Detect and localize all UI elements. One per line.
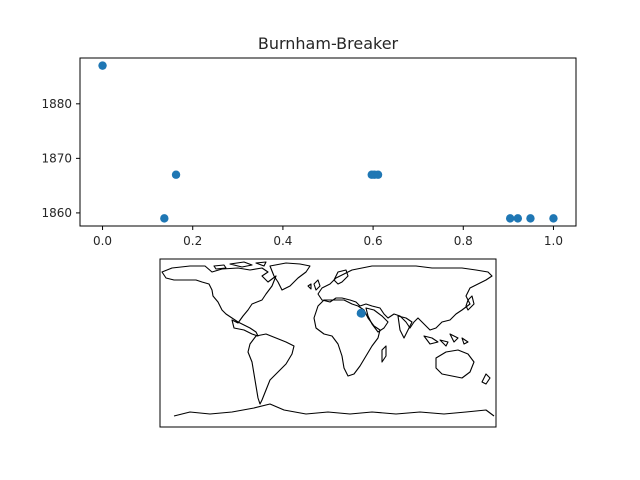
coastline-greenland [269, 262, 311, 291]
x-tick-label: 0.8 [454, 234, 473, 248]
scatter-point [171, 170, 181, 179]
map-coastlines [161, 261, 495, 417]
x-tick-label: 1.0 [544, 234, 563, 248]
scatter-chart: Burnham-Breaker 0.0 0.2 0.4 0.6 0.8 1.0 1860 18… [41, 34, 577, 248]
x-tick-label: 0.6 [364, 234, 383, 248]
scatter-point [526, 214, 535, 223]
coastline-north-america [161, 265, 277, 337]
map-point [357, 309, 366, 318]
scatter-ticks: 0.0 0.2 0.4 0.6 0.8 1.0 1860 1870 1880 [41, 97, 563, 248]
coastline-eurasia [317, 265, 493, 331]
coastline-japan [465, 295, 475, 311]
coastline-arctic-islands [213, 261, 267, 270]
map-points [356, 308, 366, 318]
x-tick-label: 0.2 [183, 234, 202, 248]
y-tick-label: 1870 [41, 151, 72, 165]
chart-title: Burnham-Breaker [258, 34, 399, 53]
scatter-point [373, 170, 383, 179]
coastline-scandinavia [333, 269, 349, 285]
x-tick-label: 0.4 [273, 234, 292, 248]
y-tick-label: 1880 [41, 97, 72, 111]
map-frame [159, 258, 497, 428]
coastline-india [397, 315, 413, 339]
scatter-points [98, 61, 558, 223]
scatter-point [160, 214, 169, 223]
scatter-point [505, 214, 515, 223]
coastline-australia [435, 349, 475, 379]
scatter-point [513, 214, 523, 223]
scatter-axes-frame [79, 57, 577, 227]
coastline-south-america [247, 333, 295, 405]
y-tick-label: 1860 [41, 206, 72, 220]
coastline-madagascar [381, 345, 387, 363]
coastline-arabia [365, 307, 389, 333]
scatter-point [549, 214, 558, 223]
coastline-africa [313, 299, 381, 377]
coastline-southeast-asia [423, 333, 469, 347]
x-tick-label: 0.0 [93, 234, 112, 248]
coastline-new-zealand [481, 373, 491, 385]
coastline-british-isles [307, 279, 321, 291]
scatter-point [98, 61, 107, 70]
coastline-antarctica [173, 403, 495, 417]
map-chart [159, 258, 497, 428]
